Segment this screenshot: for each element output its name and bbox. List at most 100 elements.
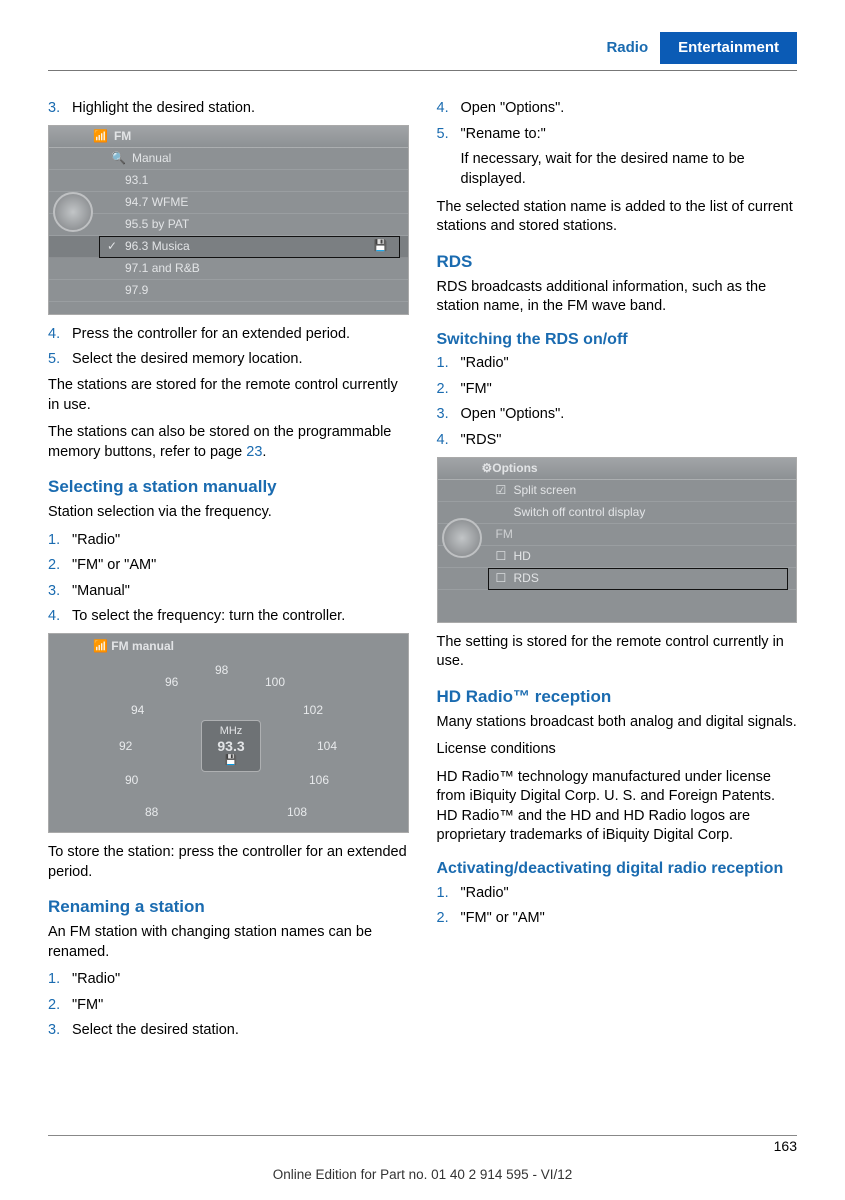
controller-knob-icon (442, 518, 482, 558)
step-number: 4. (437, 431, 461, 451)
dial-tick: 102 (303, 702, 323, 718)
dial-tick: 106 (309, 772, 329, 788)
body-text: An FM station with changing station name… (48, 923, 409, 962)
option-check-row-selected: ☐ RDS (438, 568, 797, 590)
rds-switch-steps: 1."Radio" 2."FM" 3.Open "Options". 4."RD… (437, 354, 798, 450)
options-menu-figure: ⚙ Options ☑ Split screen Switch off cont… (437, 457, 798, 623)
dial-tick: 100 (265, 674, 285, 690)
rename-steps: 1."Radio" 2."FM" 3.Select the desired st… (48, 970, 409, 1041)
step-text: Select the desired station. (72, 1021, 409, 1041)
step-text: "Radio" (72, 531, 409, 551)
footer-rule (48, 1135, 797, 1136)
fig-title: 📶FM (49, 126, 408, 148)
activate-digital-steps: 1."Radio" 2."FM" or "AM" (437, 884, 798, 929)
step-text: To select the frequency: turn the contro… (72, 607, 409, 627)
header-chapter: Entertainment (660, 32, 797, 64)
body-text: The stations can also be stored on the p… (48, 423, 409, 462)
step-text: "FM" (461, 380, 798, 400)
step-number: 1. (48, 970, 72, 990)
body-text: To store the station: press the controll… (48, 843, 409, 882)
step-number: 2. (48, 556, 72, 576)
fig-title: ⚙ Options (438, 458, 797, 480)
heading-activating-digital: Activating/deactivating digital radio re… (437, 858, 798, 880)
station-row-selected: ✓ 96.3 Musica 💾 (49, 236, 408, 258)
dial-tick: 90 (125, 772, 138, 788)
option-check-row: ☐ HD (438, 546, 797, 568)
dial-tick: 96 (165, 674, 178, 690)
body-text: RDS broadcasts additional information, s… (437, 278, 798, 317)
storing-steps-continued: 3.Highlight the desired station. (48, 99, 409, 119)
header-section: Radio (594, 32, 660, 64)
step-number: 1. (48, 531, 72, 551)
step-text: "Radio" (461, 884, 798, 904)
heading-hd-radio: HD Radio™ reception (437, 686, 798, 709)
heading-renaming: Renaming a station (48, 896, 409, 919)
dial-tick: 92 (119, 738, 132, 754)
step-number: 3. (48, 99, 72, 119)
station-row: 95.5 by PAT (49, 214, 408, 236)
left-column: 3.Highlight the desired station. 📶FM 🔍Ma… (48, 99, 409, 1047)
step-number: 2. (437, 909, 461, 929)
body-text: Station selection via the frequency. (48, 503, 409, 523)
station-row: 97.1 and R&B (49, 258, 408, 280)
step-number: 3. (437, 405, 461, 425)
station-row: 97.9 (49, 280, 408, 302)
step-text: Highlight the desired station. (72, 99, 409, 119)
heading-rds-switch: Switching the RDS on/off (437, 329, 798, 351)
heading-selecting-manually: Selecting a station manually (48, 476, 409, 499)
rename-steps-continued: 4.Open "Options". 5."Rename to:" (437, 99, 798, 144)
station-row: 94.7 WFME (49, 192, 408, 214)
manual-select-steps: 1."Radio" 2."FM" or "AM" 3."Manual" 4.To… (48, 531, 409, 627)
step-note: If necessary, wait for the desired name … (461, 150, 798, 189)
step-text: Open "Options". (461, 405, 798, 425)
dial-center: MHz 93.3 💾 (201, 720, 261, 772)
fm-manual-dial-figure: 📶 FM manual MHz 93.3 💾 88 90 92 94 96 98… (48, 633, 409, 833)
step-number: 4. (48, 325, 72, 345)
body-text: HD Radio™ technology manufactured under … (437, 768, 798, 846)
step-text: "FM" (72, 996, 409, 1016)
step-number: 1. (437, 884, 461, 904)
step-number: 2. (48, 996, 72, 1016)
dial-tick: 94 (131, 702, 144, 718)
dial-tick: 88 (145, 804, 158, 820)
heading-rds: RDS (437, 251, 798, 274)
step-text: "FM" or "AM" (72, 556, 409, 576)
body-text: The selected station name is added to th… (437, 198, 798, 237)
edition-line: Online Edition for Part no. 01 40 2 914 … (0, 1166, 845, 1184)
page-link[interactable]: 23 (246, 444, 262, 460)
step-text: "FM" or "AM" (461, 909, 798, 929)
dial-tick: 108 (287, 804, 307, 820)
step-text: "Radio" (72, 970, 409, 990)
option-row: Switch off control display (438, 502, 797, 524)
step-number: 3. (48, 1021, 72, 1041)
step-number: 3. (48, 582, 72, 602)
step-text: "Manual" (72, 582, 409, 602)
step-text: Select the desired memory location. (72, 350, 409, 370)
step-number: 4. (48, 607, 72, 627)
page-number: 163 (774, 1137, 797, 1156)
storing-steps-continued-2: 4.Press the controller for an extended p… (48, 325, 409, 370)
step-text: "Radio" (461, 354, 798, 374)
controller-knob-icon (53, 192, 93, 232)
header-bar: Radio Entertainment (48, 32, 797, 64)
save-icon: 💾 (374, 239, 388, 254)
step-text: "Rename to:" (461, 125, 798, 145)
step-number: 4. (437, 99, 461, 119)
option-group: FM (438, 524, 797, 546)
body-text: The stations are stored for the remote c… (48, 376, 409, 415)
step-number: 1. (437, 354, 461, 374)
step-number: 5. (48, 350, 72, 370)
step-text: Open "Options". (461, 99, 798, 119)
step-number: 5. (437, 125, 461, 145)
step-text: Press the controller for an extended per… (72, 325, 409, 345)
right-column: 4.Open "Options". 5."Rename to:" If nece… (437, 99, 798, 1047)
dial-tick: 98 (215, 662, 228, 678)
body-text: License conditions (437, 740, 798, 760)
fm-station-list-figure: 📶FM 🔍Manual 93.1 94.7 WFME 95.5 by PAT ✓… (48, 125, 409, 315)
dial-tick: 104 (317, 738, 337, 754)
header-rule (48, 70, 797, 71)
body-text: Many stations broadcast both analog and … (437, 713, 798, 733)
station-row: 93.1 (49, 170, 408, 192)
step-number: 2. (437, 380, 461, 400)
option-row: ☑ Split screen (438, 480, 797, 502)
